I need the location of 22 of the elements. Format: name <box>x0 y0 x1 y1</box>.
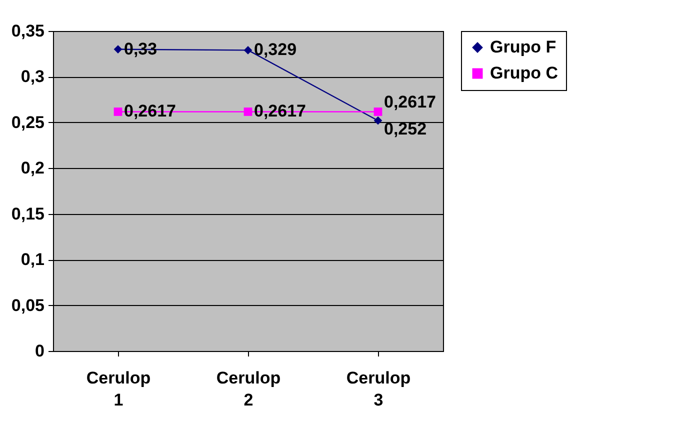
legend-label: Grupo C <box>490 64 558 82</box>
y-tick-label: 0,2 <box>20 158 44 178</box>
point <box>114 108 122 116</box>
y-tick-label: 0,15 <box>11 204 44 224</box>
data-label: 0,252 <box>384 120 427 139</box>
y-tick-label: 0,1 <box>20 250 44 270</box>
x-tick-label: Cerulop 1 <box>86 368 151 410</box>
point <box>374 108 382 116</box>
x-tick-label: Cerulop 2 <box>216 368 281 410</box>
y-tick-label: 0,05 <box>11 296 44 315</box>
x-tick-label: Cerulop 3 <box>346 368 411 410</box>
y-tick-label: 0,35 <box>11 22 44 40</box>
point <box>244 46 252 54</box>
point <box>244 108 252 116</box>
y-tick-label: 0 <box>35 342 44 360</box>
y-tick-label: 0,25 <box>11 112 44 132</box>
data-label: 0,329 <box>254 40 297 60</box>
y-tick-label: 0,3 <box>20 67 44 86</box>
legend-label: Grupo F <box>490 38 556 56</box>
point <box>114 45 122 54</box>
data-label: 0,2617 <box>384 92 436 112</box>
point <box>374 116 382 125</box>
